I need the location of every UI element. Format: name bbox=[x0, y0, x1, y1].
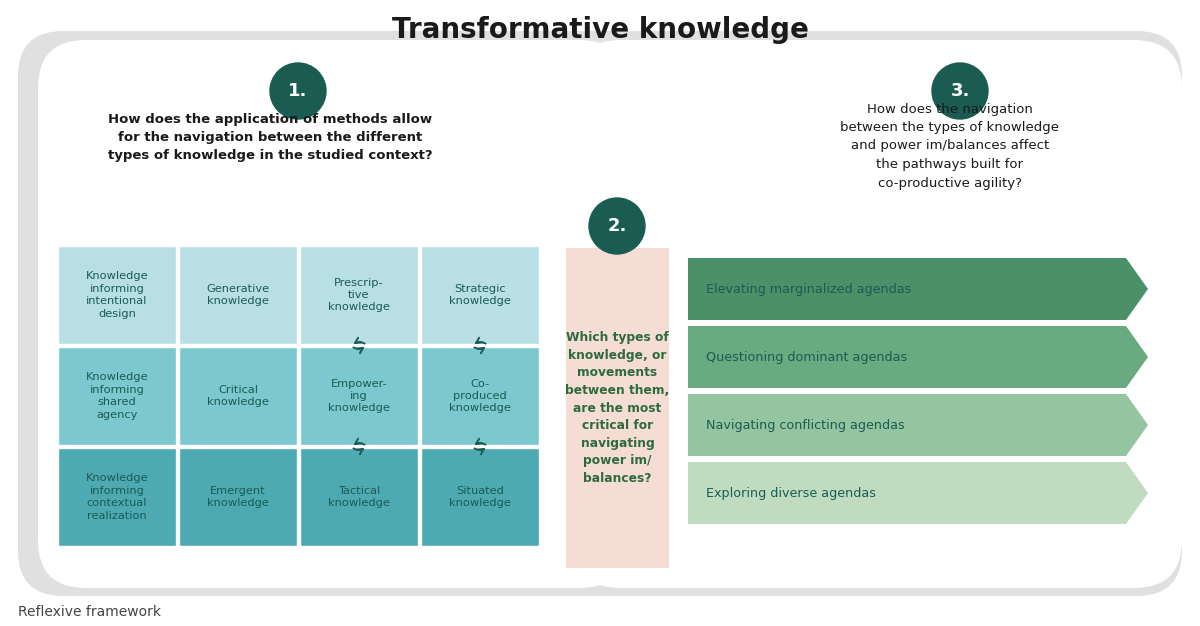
Polygon shape bbox=[688, 258, 1148, 320]
Text: Which types of
knowledge, or
movements
between them,
are the most
critical for
n: Which types of knowledge, or movements b… bbox=[565, 332, 670, 485]
Text: Reflexive framework: Reflexive framework bbox=[18, 605, 161, 619]
Text: Empower-
ing
knowledge: Empower- ing knowledge bbox=[328, 379, 390, 413]
Text: Prescrip-
tive
knowledge: Prescrip- tive knowledge bbox=[328, 277, 390, 312]
Text: Situated
knowledge: Situated knowledge bbox=[449, 486, 511, 508]
Polygon shape bbox=[688, 394, 1148, 456]
FancyBboxPatch shape bbox=[572, 40, 1182, 588]
Text: Tactical
knowledge: Tactical knowledge bbox=[328, 486, 390, 508]
FancyBboxPatch shape bbox=[300, 347, 418, 445]
FancyBboxPatch shape bbox=[179, 448, 298, 546]
FancyBboxPatch shape bbox=[179, 246, 298, 344]
Text: Knowledge
informing
intentional
design: Knowledge informing intentional design bbox=[85, 272, 149, 319]
Text: Exploring diverse agendas: Exploring diverse agendas bbox=[706, 486, 876, 500]
Text: How does the navigation
between the types of knowledge
and power im/balances aff: How does the navigation between the type… bbox=[840, 103, 1060, 190]
Text: Elevating marginalized agendas: Elevating marginalized agendas bbox=[706, 282, 911, 295]
Polygon shape bbox=[688, 462, 1148, 524]
Text: Knowledge
informing
contextual
realization: Knowledge informing contextual realizati… bbox=[85, 473, 149, 521]
Text: Knowledge
informing
shared
agency: Knowledge informing shared agency bbox=[85, 372, 149, 419]
FancyBboxPatch shape bbox=[38, 40, 628, 588]
FancyBboxPatch shape bbox=[179, 347, 298, 445]
Text: Emergent
knowledge: Emergent knowledge bbox=[208, 486, 269, 508]
FancyBboxPatch shape bbox=[300, 448, 418, 546]
Text: Strategic
knowledge: Strategic knowledge bbox=[449, 284, 511, 306]
Polygon shape bbox=[688, 326, 1148, 388]
Text: Generative
knowledge: Generative knowledge bbox=[206, 284, 270, 306]
Text: 2.: 2. bbox=[607, 217, 626, 235]
Circle shape bbox=[270, 63, 326, 119]
Text: 3.: 3. bbox=[950, 82, 970, 100]
Text: Critical
knowledge: Critical knowledge bbox=[208, 385, 269, 407]
FancyBboxPatch shape bbox=[566, 248, 670, 568]
FancyBboxPatch shape bbox=[421, 448, 539, 546]
FancyBboxPatch shape bbox=[300, 246, 418, 344]
Text: Transformative knowledge: Transformative knowledge bbox=[391, 16, 809, 44]
Circle shape bbox=[932, 63, 988, 119]
Text: Questioning dominant agendas: Questioning dominant agendas bbox=[706, 351, 907, 364]
FancyBboxPatch shape bbox=[421, 246, 539, 344]
FancyBboxPatch shape bbox=[58, 448, 176, 546]
Text: Co-
produced
knowledge: Co- produced knowledge bbox=[449, 379, 511, 413]
Text: How does the application of methods allow
for the navigation between the differe: How does the application of methods allo… bbox=[108, 113, 432, 163]
FancyBboxPatch shape bbox=[18, 31, 1182, 596]
FancyBboxPatch shape bbox=[58, 246, 176, 344]
Text: Navigating conflicting agendas: Navigating conflicting agendas bbox=[706, 419, 905, 431]
Text: 1.: 1. bbox=[288, 82, 307, 100]
FancyBboxPatch shape bbox=[58, 347, 176, 445]
Circle shape bbox=[589, 198, 646, 254]
FancyBboxPatch shape bbox=[421, 347, 539, 445]
